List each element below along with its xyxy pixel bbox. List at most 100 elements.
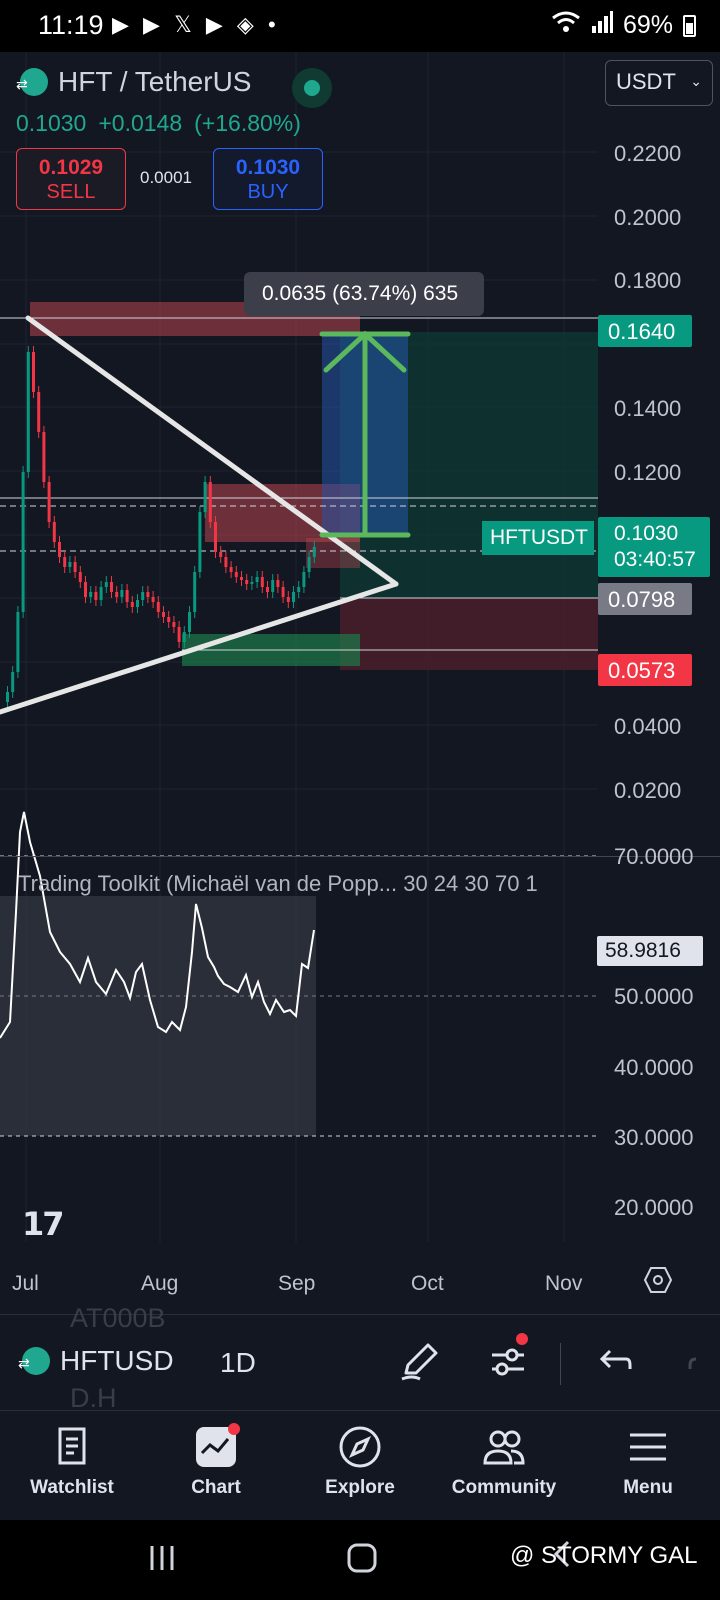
candle-body[interactable] xyxy=(234,572,238,577)
symbol-header[interactable]: HFT / TetherUS xyxy=(16,66,252,98)
candle-body[interactable] xyxy=(42,432,46,482)
candle-body[interactable] xyxy=(250,582,254,584)
candle-body[interactable] xyxy=(104,582,108,587)
candle-body[interactable] xyxy=(78,572,82,582)
candle-body[interactable] xyxy=(47,482,51,522)
candle-body[interactable] xyxy=(68,562,72,567)
candle-body[interactable] xyxy=(94,592,98,600)
candle-body[interactable] xyxy=(32,352,35,392)
candle-body[interactable] xyxy=(271,580,275,592)
candle-body[interactable] xyxy=(292,592,295,602)
candle-body[interactable] xyxy=(229,567,233,572)
drawing-pencil-icon[interactable] xyxy=(398,1339,442,1383)
candle-body[interactable] xyxy=(297,587,301,592)
candle-body[interactable] xyxy=(177,627,181,642)
candlestick-series[interactable] xyxy=(6,346,316,708)
compass-icon xyxy=(339,1426,381,1468)
candle-body[interactable] xyxy=(240,577,243,580)
nav-explore[interactable]: Explore xyxy=(288,1411,432,1521)
candle-body[interactable] xyxy=(84,582,87,597)
candle-body[interactable] xyxy=(224,557,228,567)
candle-body[interactable] xyxy=(63,557,67,567)
recents-icon[interactable] xyxy=(146,1542,178,1574)
battery-icon xyxy=(683,14,696,37)
chart-area[interactable]: HFT / TetherUS USDT ⌄ 0.1030 +0.0148 (+1… xyxy=(0,52,720,1314)
candle-body[interactable] xyxy=(156,602,160,612)
price-axis-label: 0.0200 xyxy=(614,778,682,803)
candle-body[interactable] xyxy=(266,587,269,592)
nav-watchlist[interactable]: Watchlist xyxy=(0,1411,144,1521)
interval-button[interactable]: 1D xyxy=(220,1347,256,1378)
candle-body[interactable] xyxy=(312,547,316,557)
candle-body[interactable] xyxy=(115,592,119,597)
candle-body[interactable] xyxy=(120,590,124,597)
ghost-text: AT000B xyxy=(70,1303,166,1333)
home-icon[interactable] xyxy=(346,1542,378,1574)
indicator-title[interactable]: Trading Toolkit (Michaël van de Popp... … xyxy=(18,871,538,896)
nav-chart[interactable]: Chart xyxy=(144,1411,288,1521)
pane-divider[interactable] xyxy=(0,856,720,857)
candle-body[interactable] xyxy=(89,592,93,597)
descending-trendline[interactable] xyxy=(25,315,399,587)
undo-icon[interactable] xyxy=(592,1339,636,1383)
candle-body[interactable] xyxy=(26,352,30,472)
price-axis-label: 0.1800 xyxy=(614,268,682,293)
candle-body[interactable] xyxy=(255,577,259,582)
back-icon[interactable] xyxy=(550,1538,574,1570)
chart-canvas[interactable] xyxy=(0,52,720,1314)
candle-body[interactable] xyxy=(11,672,15,692)
candle-body[interactable] xyxy=(110,582,113,592)
candle-body[interactable] xyxy=(208,482,212,522)
candle-body[interactable] xyxy=(286,597,290,602)
indicator-axis-label: 40.0000 xyxy=(614,1055,694,1080)
candle-body[interactable] xyxy=(219,552,223,557)
candle-body[interactable] xyxy=(136,600,139,607)
candle-body[interactable] xyxy=(52,522,56,542)
sell-button[interactable]: 0.1029 SELL xyxy=(16,148,126,210)
candle-body[interactable] xyxy=(260,577,264,587)
candle-body[interactable] xyxy=(281,587,285,597)
candle-body[interactable] xyxy=(198,512,202,572)
symbol-name[interactable]: HFT / TetherUS xyxy=(58,66,252,97)
candle-body[interactable] xyxy=(58,542,61,557)
candle-body[interactable] xyxy=(16,612,20,672)
candle-body[interactable] xyxy=(245,580,249,584)
currency-select[interactable]: USDT ⌄ xyxy=(605,60,713,106)
candle-body[interactable] xyxy=(146,592,150,597)
candle-body[interactable] xyxy=(276,580,280,587)
battery-percent: 69% xyxy=(622,11,673,39)
candle-body[interactable] xyxy=(6,692,9,702)
nav-menu[interactable]: Menu xyxy=(576,1411,720,1521)
toolbar-symbol: HFTUSD xyxy=(60,1345,174,1376)
candle-body[interactable] xyxy=(73,562,77,572)
candle-body[interactable] xyxy=(188,612,191,632)
rsi-line[interactable] xyxy=(0,811,315,1039)
buy-button[interactable]: 0.1030 BUY xyxy=(213,148,323,210)
candle-body[interactable] xyxy=(203,482,207,512)
chart-settings-icon[interactable] xyxy=(644,1266,672,1294)
candle-body[interactable] xyxy=(141,592,145,600)
hft-logo-icon xyxy=(18,1347,50,1375)
candle-body[interactable] xyxy=(182,632,186,642)
toolbar-symbol-button[interactable]: HFTUSD xyxy=(18,1345,174,1377)
ascending-trendline[interactable] xyxy=(0,581,399,715)
candle-body[interactable] xyxy=(99,587,103,600)
system-navigation-bar: @ STORMY GAL xyxy=(0,1520,720,1600)
nav-community[interactable]: Community xyxy=(432,1411,576,1521)
candle-body[interactable] xyxy=(167,617,171,622)
candle-body[interactable] xyxy=(125,590,129,602)
redo-icon[interactable] xyxy=(676,1339,720,1383)
indicators-sliders-icon[interactable] xyxy=(486,1339,530,1383)
candle-body[interactable] xyxy=(130,602,134,607)
stop-zone[interactable] xyxy=(340,598,598,670)
candle-body[interactable] xyxy=(21,472,25,612)
candle-body[interactable] xyxy=(307,557,311,572)
candle-body[interactable] xyxy=(37,392,41,432)
target-arrow[interactable] xyxy=(319,330,411,538)
candle-body[interactable] xyxy=(151,597,155,602)
candle-body[interactable] xyxy=(214,522,217,552)
candle-body[interactable] xyxy=(193,572,197,612)
candle-body[interactable] xyxy=(172,622,176,627)
candle-body[interactable] xyxy=(162,612,165,617)
candle-body[interactable] xyxy=(302,572,306,587)
